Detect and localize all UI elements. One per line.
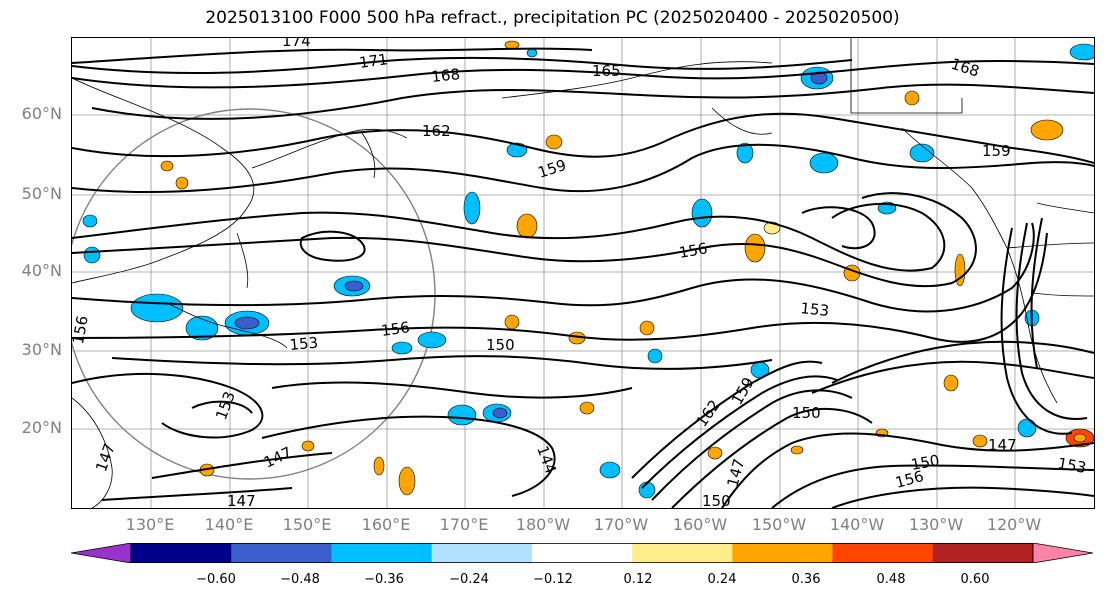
lon-label: 120°W [986, 515, 1042, 534]
lon-label: 160°E [361, 515, 411, 534]
lat-label: 60°N [21, 104, 62, 123]
colorbar-segment [131, 543, 232, 563]
lon-label: 150°E [282, 515, 332, 534]
colorbar-tick: 0.48 [876, 572, 906, 587]
contour-lines [72, 47, 1094, 508]
lon-label: 140°W [829, 515, 885, 534]
colorbar-tick: −0.24 [449, 572, 489, 587]
lon-label: 130°W [908, 515, 964, 534]
lat-label: 20°N [21, 418, 62, 437]
lat-label: 50°N [21, 184, 62, 203]
colorbar-tick: 0.24 [707, 572, 737, 587]
contour-label: 159 [536, 156, 569, 182]
contour-label: 147 [227, 492, 256, 508]
lon-label: 170°E [439, 515, 489, 534]
contour-label: 159 [982, 142, 1011, 160]
colorbar-tick: −0.60 [196, 572, 236, 587]
colorbar-tick: 0.60 [960, 572, 990, 587]
colorbar-canvas [70, 542, 1094, 564]
contour-label: 150 [910, 451, 941, 474]
colorbar-tick: −0.48 [280, 572, 320, 587]
contour-label: 156 [678, 239, 709, 262]
colorbar-segment [632, 543, 733, 563]
map-panel: 174 171 168 165 162 159 156 153 150 147 … [71, 37, 1095, 509]
lon-label: 170°W [593, 515, 649, 534]
colorbar-segment [331, 543, 433, 563]
lon-label: 160°W [672, 515, 728, 534]
contour-label: 153 [1056, 454, 1087, 477]
colorbar-segment [70, 542, 132, 564]
contour-label: 156 [380, 318, 411, 340]
lon-label: 150°W [751, 515, 807, 534]
contour-label: 150 [702, 492, 731, 508]
contour-label: 168 [949, 55, 982, 81]
colorbar-segment [531, 543, 633, 563]
colorbar-segment [932, 543, 1034, 563]
colorbar-segment [732, 543, 834, 563]
contour-label: 147 [92, 441, 119, 474]
contour-label: 162 [422, 122, 451, 140]
contour-label: 168 [431, 65, 461, 86]
contour-label: 150 [792, 404, 821, 422]
lat-label: 40°N [21, 261, 62, 280]
colorbar-segment [1032, 542, 1094, 564]
contour-label: 174 [282, 38, 311, 50]
lon-label: 130°E [125, 515, 175, 534]
contour-label: 147 [261, 443, 295, 471]
colorbar-segments [70, 542, 1094, 564]
colorbar-segment [431, 543, 533, 563]
colorbar-outline [130, 543, 1034, 564]
colorbar-segment [231, 543, 332, 563]
contour-label: 150 [486, 336, 515, 354]
map-canvas: 174 171 168 165 162 159 156 153 150 147 … [72, 38, 1094, 508]
contour-label: 165 [592, 62, 621, 80]
range-circle [72, 108, 436, 480]
contour-label: 147 [988, 436, 1017, 454]
contour-label: 156 [893, 467, 925, 492]
colorbar-segment [832, 543, 934, 563]
colorbar-tick: 0.36 [791, 572, 821, 587]
map-title: 2025013100 F000 500 hPa refract., precip… [205, 8, 900, 28]
lon-label: 140°E [204, 515, 254, 534]
contour-label: 162 [693, 397, 724, 431]
contour-label: 153 [289, 334, 319, 354]
contour-label: 144 [533, 443, 560, 476]
colorbar-tick: −0.36 [364, 572, 404, 587]
colorbar-tick: −0.12 [533, 572, 573, 587]
contour-label: 153 [212, 389, 239, 422]
lat-label: 30°N [21, 340, 62, 359]
colorbar [70, 542, 1094, 564]
colorbar-tick: 0.12 [623, 572, 653, 587]
lon-label: 180°W [515, 515, 571, 534]
contour-label: 156 [72, 314, 92, 345]
contour-label: 159 [728, 374, 758, 408]
contour-label: 153 [800, 299, 830, 320]
contour-label: 171 [358, 50, 389, 72]
contour-label: 147 [723, 457, 748, 489]
